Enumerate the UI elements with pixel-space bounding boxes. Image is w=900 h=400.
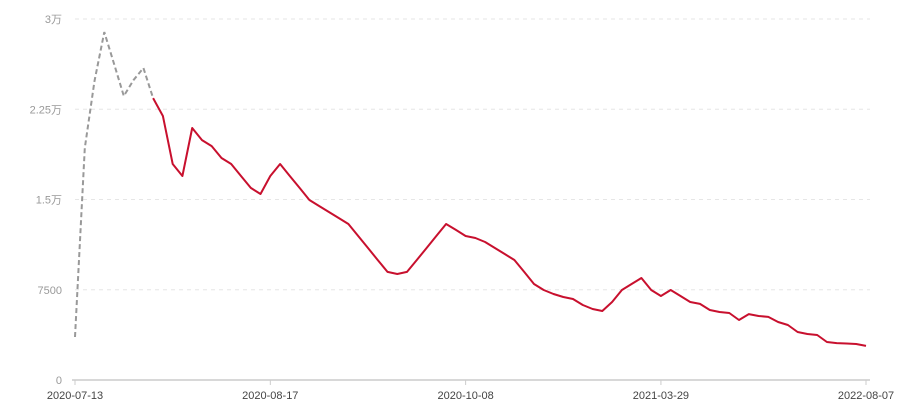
grid-lines: [75, 18, 870, 291]
solid-series-line: [152, 97, 867, 347]
y-tick-label: 7500: [38, 285, 62, 297]
x-axis: 2020-07-13 2020-08-17 2020-10-08 2021-03-29…: [47, 379, 894, 400]
x-tick-label: 2020-08-17: [242, 390, 298, 400]
dashed-series-line: [74, 31, 155, 338]
x-tick-label: 2020-07-13: [47, 390, 103, 400]
series: [74, 31, 867, 347]
y-tick-label: 3万: [45, 14, 62, 26]
x-tick-label: 2021-03-29: [633, 390, 689, 400]
y-tick-label: 2.25万: [30, 104, 62, 116]
y-tick-label: 0: [56, 375, 62, 387]
x-tick-label: 2020-10-08: [437, 390, 493, 400]
x-tick-label: 2022-08-07: [838, 390, 894, 400]
y-tick-label: 1.5万: [36, 195, 62, 207]
y-axis: 0 7500 1.5万 2.25万 3万: [30, 14, 62, 387]
